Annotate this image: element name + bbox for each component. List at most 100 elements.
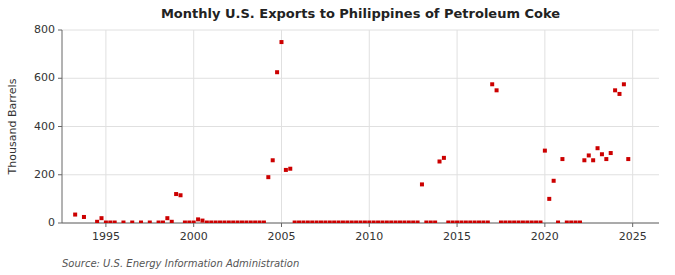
point [266, 175, 270, 179]
x-grid-line [105, 30, 106, 223]
x-tick [281, 223, 282, 227]
point [319, 221, 323, 223]
x-tick-label: 2000 [180, 230, 208, 243]
point [626, 157, 630, 161]
y-axis-label: Thousand Barrels [6, 78, 19, 175]
point [429, 221, 433, 223]
point [258, 221, 262, 223]
x-tick-label: 2005 [267, 230, 295, 243]
point [503, 221, 507, 223]
point [600, 152, 604, 156]
point [350, 221, 354, 223]
point [187, 221, 191, 223]
chart: 0200400600800199520002005201020152020202… [0, 0, 675, 275]
point [130, 221, 134, 223]
point [121, 221, 125, 223]
point [345, 221, 349, 223]
point [231, 221, 235, 223]
point [481, 221, 485, 223]
point [376, 221, 380, 223]
point [192, 221, 196, 223]
point [578, 221, 582, 223]
x-grid-line [369, 30, 370, 223]
point [521, 221, 525, 223]
point [249, 221, 253, 223]
point [609, 151, 613, 155]
point [416, 221, 420, 223]
point [385, 221, 389, 223]
point [306, 221, 310, 223]
point [170, 220, 174, 223]
point [512, 221, 516, 223]
point [253, 221, 257, 223]
point [301, 221, 305, 223]
point [517, 221, 521, 223]
x-tick-label: 1995 [92, 230, 120, 243]
point [451, 221, 455, 223]
y-grid-line [62, 78, 659, 79]
point [596, 146, 600, 150]
point [262, 221, 266, 223]
y-tick [58, 174, 62, 175]
point [271, 158, 275, 162]
point [372, 221, 376, 223]
point [82, 215, 86, 219]
point [341, 221, 345, 223]
point [411, 221, 415, 223]
point [161, 221, 165, 223]
point [244, 221, 248, 223]
x-tick [544, 223, 545, 227]
point [174, 192, 178, 196]
point [380, 221, 384, 223]
point [613, 88, 617, 92]
point [214, 221, 218, 223]
point [574, 221, 578, 223]
point [525, 221, 529, 223]
point [587, 153, 591, 157]
point [582, 158, 586, 162]
x-tick [632, 223, 633, 227]
point [359, 221, 363, 223]
x-tick [369, 223, 370, 227]
y-tick-label: 600 [34, 71, 55, 84]
point [398, 221, 402, 223]
point [205, 221, 209, 223]
point [323, 221, 327, 223]
point [556, 221, 560, 223]
point [394, 221, 398, 223]
point [222, 221, 226, 223]
x-grid-line [632, 30, 633, 223]
point [157, 221, 161, 223]
point [622, 82, 626, 86]
grid [62, 30, 659, 223]
annotation: Source: U.S. Energy Information Administ… [62, 258, 299, 269]
point [297, 221, 301, 223]
point [279, 40, 283, 44]
point [367, 221, 371, 223]
title: Monthly U.S. Exports to Philippines of P… [161, 6, 560, 21]
y-tick [58, 126, 62, 127]
x-tick-label: 2015 [443, 230, 471, 243]
point [196, 217, 200, 221]
y-tick-label: 0 [48, 216, 55, 229]
y-grid-line [62, 174, 659, 175]
point [552, 179, 556, 183]
point [459, 221, 463, 223]
point [565, 221, 569, 223]
point [315, 221, 319, 223]
point [179, 193, 183, 197]
points [73, 40, 630, 223]
point [424, 221, 428, 223]
point [402, 221, 406, 223]
point [284, 168, 288, 172]
y-grid-line [62, 30, 659, 31]
point [547, 197, 551, 201]
x-tick-label: 2020 [531, 230, 559, 243]
point [530, 221, 534, 223]
x-tick-label: 2025 [619, 230, 647, 243]
point [240, 221, 244, 223]
point [591, 158, 595, 162]
y-tick-label: 200 [34, 168, 55, 181]
point [455, 221, 459, 223]
point [604, 157, 608, 161]
